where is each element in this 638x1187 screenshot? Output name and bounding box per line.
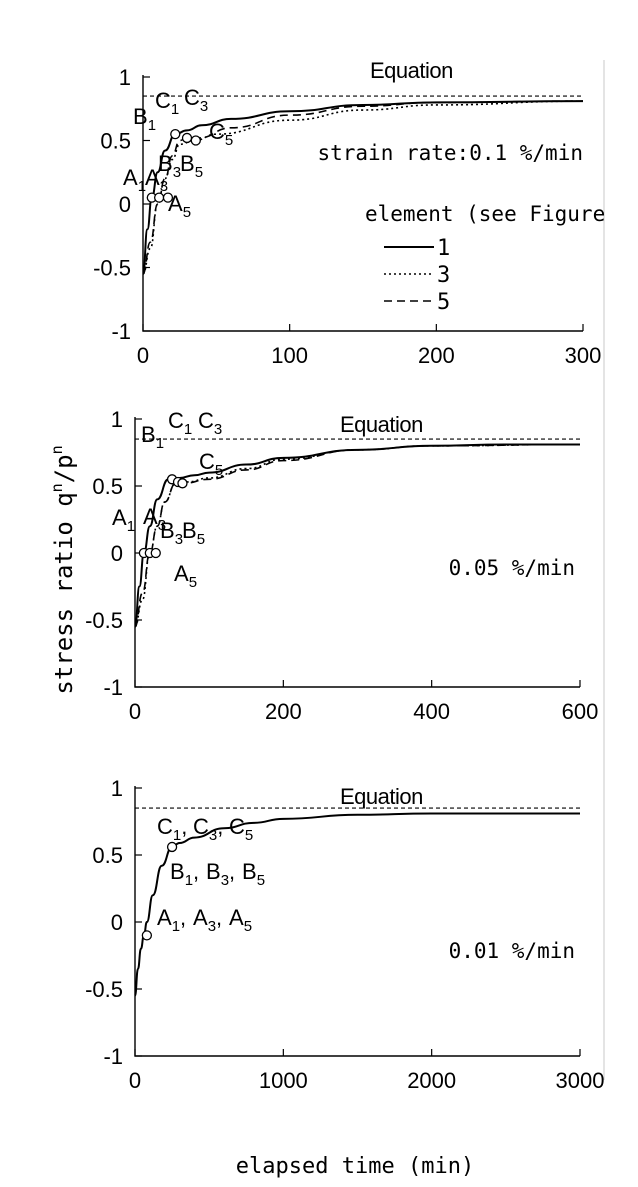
y-label-sup-q: n bbox=[48, 483, 66, 492]
x-tick-label: 0 bbox=[129, 1068, 141, 1093]
point-marker bbox=[181, 132, 193, 144]
y-tick-label: -0.5 bbox=[85, 977, 123, 1002]
point-marker bbox=[141, 930, 153, 941]
point-marker bbox=[166, 841, 178, 853]
y-tick-label: -1 bbox=[103, 675, 123, 700]
equation-label: Equation bbox=[370, 58, 453, 83]
point-marker bbox=[150, 547, 161, 559]
x-tick-label: 200 bbox=[265, 699, 302, 724]
y-tick-label: -0.5 bbox=[93, 256, 131, 281]
y-tick-label: -0.5 bbox=[85, 608, 123, 633]
y-tick-label: 1 bbox=[111, 407, 123, 432]
y-tick-label: 0 bbox=[119, 192, 131, 217]
point-label: C5 bbox=[209, 119, 233, 149]
y-tick-label: -1 bbox=[111, 319, 131, 344]
point-label: A5 bbox=[174, 561, 197, 591]
x-tick-label: 400 bbox=[413, 699, 450, 724]
point-label: B3, bbox=[206, 859, 235, 889]
point-label: A1, bbox=[157, 905, 186, 935]
x-tick-label: 1000 bbox=[259, 1068, 308, 1093]
legend-title: element (see Figure bbox=[365, 202, 605, 226]
point-label: A5 bbox=[229, 905, 252, 935]
legend-entry-3: 3 bbox=[437, 263, 450, 288]
point-label: C3 bbox=[198, 408, 222, 438]
point-label: A1 bbox=[112, 505, 135, 535]
x-tick-label: 300 bbox=[565, 343, 602, 368]
point-label: A3 bbox=[145, 165, 168, 195]
point-label: B1 bbox=[133, 104, 156, 134]
point-label: B3 bbox=[160, 518, 183, 548]
rate-label: 0.01 %/min bbox=[449, 939, 575, 963]
y-tick-label: 0 bbox=[111, 910, 123, 935]
svg-text:stress ratio qn/pn: stress ratio qn/pn bbox=[48, 445, 78, 694]
point-label: B3 bbox=[158, 151, 181, 181]
point-label: C1 bbox=[155, 88, 179, 118]
point-label: B1 bbox=[141, 422, 164, 452]
legend-entry-1: 1 bbox=[437, 236, 450, 261]
rate-label: 0.05 %/min bbox=[449, 556, 575, 580]
x-tick-label: 2000 bbox=[407, 1068, 456, 1093]
x-tick-label: 200 bbox=[418, 343, 455, 368]
series-line-3 bbox=[142, 100, 584, 275]
y-tick-label: 1 bbox=[111, 776, 123, 801]
point-label: C3 bbox=[184, 85, 208, 115]
y-tick-label: 1 bbox=[119, 65, 131, 90]
y-label-sup-p: n bbox=[48, 445, 66, 454]
rate-label: strain rate:0.1 %/min bbox=[317, 141, 583, 165]
x-tick-label: 0 bbox=[137, 343, 149, 368]
point-marker bbox=[177, 478, 188, 489]
y-tick-label: 0.5 bbox=[100, 129, 131, 154]
point-label: A3, bbox=[193, 905, 222, 935]
y-tick-label: 0.5 bbox=[92, 474, 123, 499]
point-label: C5 bbox=[229, 814, 253, 844]
panel-strain-0.1: 10.50-0.5-10 100 200 300EquationA1A3A5B1B3B… bbox=[93, 58, 605, 368]
y-label-main: stress ratio q bbox=[50, 492, 78, 694]
point-label: A5 bbox=[168, 191, 191, 221]
y-axis-label: stress ratio qn/pn bbox=[48, 445, 78, 694]
point-label: A3 bbox=[143, 504, 166, 534]
point-label: C3, bbox=[193, 814, 223, 844]
point-label: C5 bbox=[199, 449, 223, 479]
x-tick-label: 3000 bbox=[556, 1068, 605, 1093]
equation-label: Equation bbox=[340, 412, 423, 437]
point-label: B5 bbox=[180, 151, 203, 181]
point-label: B5 bbox=[182, 518, 205, 548]
legend-entry-5: 5 bbox=[437, 290, 450, 315]
point-label: B5 bbox=[242, 859, 265, 889]
point-marker bbox=[170, 128, 181, 140]
point-label: C1 bbox=[168, 408, 192, 438]
point-label: B1, bbox=[170, 859, 199, 889]
x-tick-label: 0 bbox=[129, 699, 141, 724]
point-marker bbox=[162, 192, 174, 203]
series-line-5 bbox=[134, 443, 581, 628]
point-marker bbox=[190, 135, 201, 146]
y-tick-label: 0.5 bbox=[92, 843, 123, 868]
y-tick-label: 0 bbox=[111, 541, 123, 566]
series-line-1 bbox=[134, 443, 580, 628]
x-axis-label: elapsed time (min) bbox=[236, 1154, 474, 1179]
point-label: A1 bbox=[123, 165, 146, 195]
y-tick-label: -1 bbox=[103, 1044, 123, 1069]
y-label-slash-p: /p bbox=[50, 454, 78, 483]
x-tick-label: 100 bbox=[271, 343, 308, 368]
point-label: C1, bbox=[157, 814, 187, 844]
x-tick-label: 600 bbox=[562, 699, 599, 724]
equation-label: Equation bbox=[340, 784, 423, 809]
